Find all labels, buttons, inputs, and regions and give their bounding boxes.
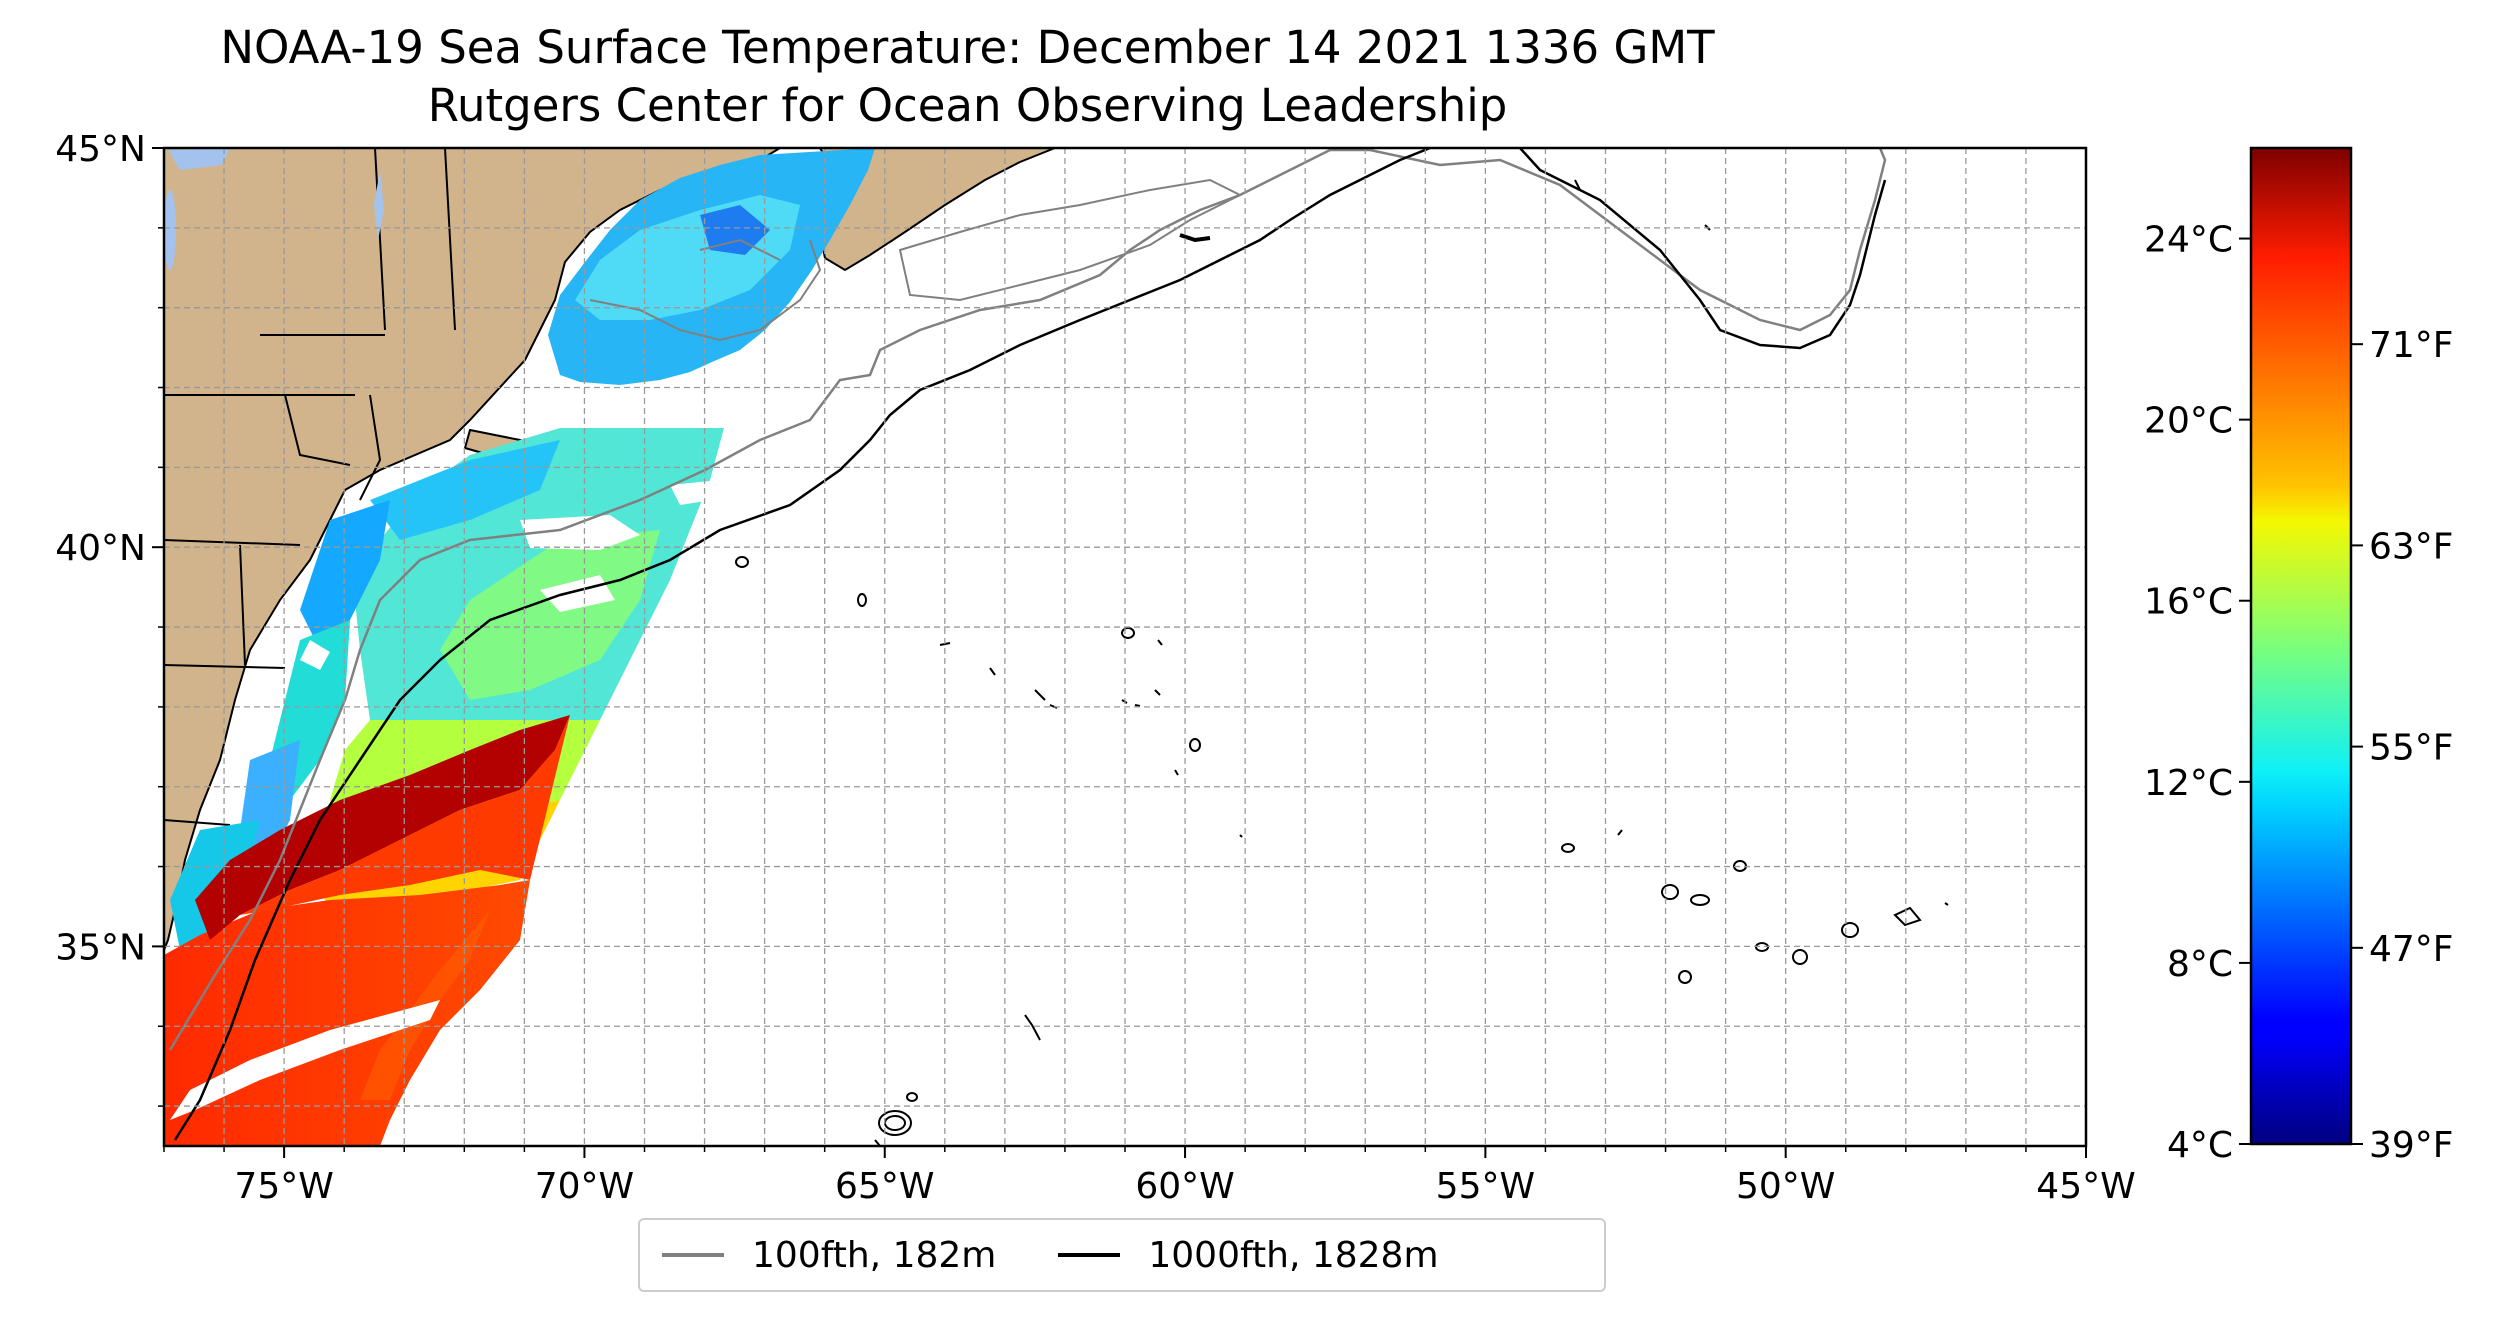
celsius-tick-label: 20°C [2144,401,2233,442]
map-gridlines [164,148,2086,1146]
state-borders [164,148,456,826]
celsius-tick-label: 8°C [2167,944,2233,985]
isobath-fragment [1179,233,1211,243]
lon-tick-label: 75°W [234,1166,333,1207]
fahrenheit-tick-label: 63°F [2369,526,2454,567]
legend-label-100fth: 100fth, 182m [752,1234,997,1276]
fahrenheit-tick-label: 47°F [2369,929,2454,970]
fahrenheit-tick-label: 55°F [2369,728,2454,769]
celsius-tick-label: 12°C [2144,763,2233,804]
lon-tick-label: 65°W [835,1166,934,1207]
lon-tick-label: 50°W [1736,1166,1835,1207]
celsius-tick-label: 24°C [2144,220,2233,261]
legend-swatch-1000fth [1058,1253,1121,1257]
lon-tick-label: 55°W [1436,1166,1535,1207]
colorbar-celsius-axis: 24°C 20°C 16°C 12°C 8°C 4°C [2144,220,2251,1166]
legend-item-1000fth: 1000fth, 1828m [1058,1234,1439,1276]
map-area [164,148,2086,1146]
fahrenheit-tick-label: 39°F [2369,1125,2454,1166]
map-legend: 100fth, 182m 1000fth, 1828m [638,1218,1606,1292]
lat-tick-label: 40°N [55,528,146,569]
lakes [164,148,384,270]
lon-tick-label: 60°W [1135,1166,1234,1207]
lon-tick-label: 45°W [2036,1166,2135,1207]
celsius-tick-label: 4°C [2167,1125,2233,1166]
lon-tick-label: 70°W [535,1166,634,1207]
lat-tick-label: 45°N [55,129,146,170]
celsius-tick-label: 16°C [2144,582,2233,623]
isobath-1000fth [173,148,1887,1141]
colorbar [2249,146,2353,1146]
legend-label-1000fth: 1000fth, 1828m [1148,1234,1439,1276]
fahrenheit-tick-label: 71°F [2369,325,2454,366]
isobath-100fth-georges-bank [898,178,1243,302]
isobath-100fth [168,148,1887,1051]
longitude-axis: 75°W 70°W 65°W 60°W 55°W 50°W 45°W [163,1146,2136,1207]
colorbar-fahrenheit-axis: 71°F 63°F 55°F 47°F 39°F [2351,325,2454,1166]
seamounts [735,179,1949,1146]
legend-item-100fth: 100fth, 182m [662,1235,996,1276]
latitude-axis: 45°N 40°N 35°N [55,129,164,1107]
isobath-100fth-gulf-of-maine [589,238,822,342]
legend-swatch-100fth [662,1253,724,1257]
map-title: NOAA-19 Sea Surface Temperature: Decembe… [220,21,1715,74]
map-subtitle: Rutgers Center for Ocean Observing Leade… [427,79,1508,132]
lat-tick-label: 35°N [55,927,146,968]
